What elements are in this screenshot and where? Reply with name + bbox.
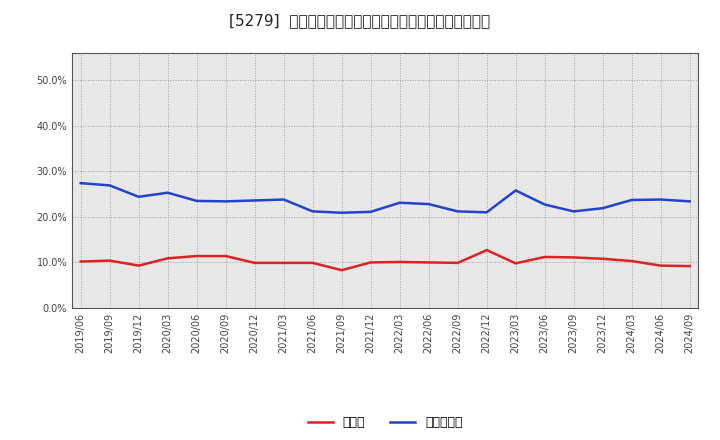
- Line: 現預金: 現預金: [81, 250, 690, 270]
- Text: [5279]  現預金、有利子負債の総資産に対する比率の推移: [5279] 現預金、有利子負債の総資産に対する比率の推移: [230, 13, 490, 28]
- 現預金: [657, 263, 665, 268]
- 有利子負債: [105, 183, 114, 188]
- 有利子負債: [308, 209, 317, 214]
- 現預金: [685, 264, 694, 269]
- 現預金: [511, 260, 520, 266]
- 有利子負債: [454, 209, 462, 214]
- 有利子負債: [627, 198, 636, 203]
- 現預金: [308, 260, 317, 265]
- 現預金: [221, 253, 230, 259]
- 現預金: [454, 260, 462, 265]
- 有利子負債: [685, 199, 694, 204]
- 有利子負債: [251, 198, 259, 203]
- 有利子負債: [221, 199, 230, 204]
- 有利子負債: [395, 200, 404, 205]
- 有利子負債: [366, 209, 375, 214]
- 現預金: [366, 260, 375, 265]
- 現預金: [395, 259, 404, 264]
- 有利子負債: [338, 210, 346, 216]
- 有利子負債: [279, 197, 288, 202]
- 有利子負債: [511, 188, 520, 193]
- 有利子負債: [541, 202, 549, 207]
- 有利子負債: [598, 205, 607, 211]
- Line: 有利子負債: 有利子負債: [81, 183, 690, 213]
- 現預金: [163, 256, 172, 261]
- Legend: 現預金, 有利子負債: 現預金, 有利子負債: [302, 411, 468, 434]
- 現預金: [424, 260, 433, 265]
- 現預金: [105, 258, 114, 263]
- 現預金: [135, 263, 143, 268]
- 有利子負債: [424, 202, 433, 207]
- 有利子負債: [570, 209, 578, 214]
- 有利子負債: [76, 180, 85, 186]
- 有利子負債: [135, 194, 143, 199]
- 現預金: [598, 256, 607, 261]
- 有利子負債: [657, 197, 665, 202]
- 現預金: [76, 259, 85, 264]
- 現預金: [482, 247, 491, 253]
- 現預金: [541, 254, 549, 260]
- 現預金: [570, 255, 578, 260]
- 有利子負債: [482, 210, 491, 215]
- 現預金: [251, 260, 259, 265]
- 現預金: [279, 260, 288, 265]
- 有利子負債: [192, 198, 201, 204]
- 現預金: [338, 268, 346, 273]
- 現預金: [192, 253, 201, 259]
- 現預金: [627, 258, 636, 264]
- 有利子負債: [163, 190, 172, 195]
